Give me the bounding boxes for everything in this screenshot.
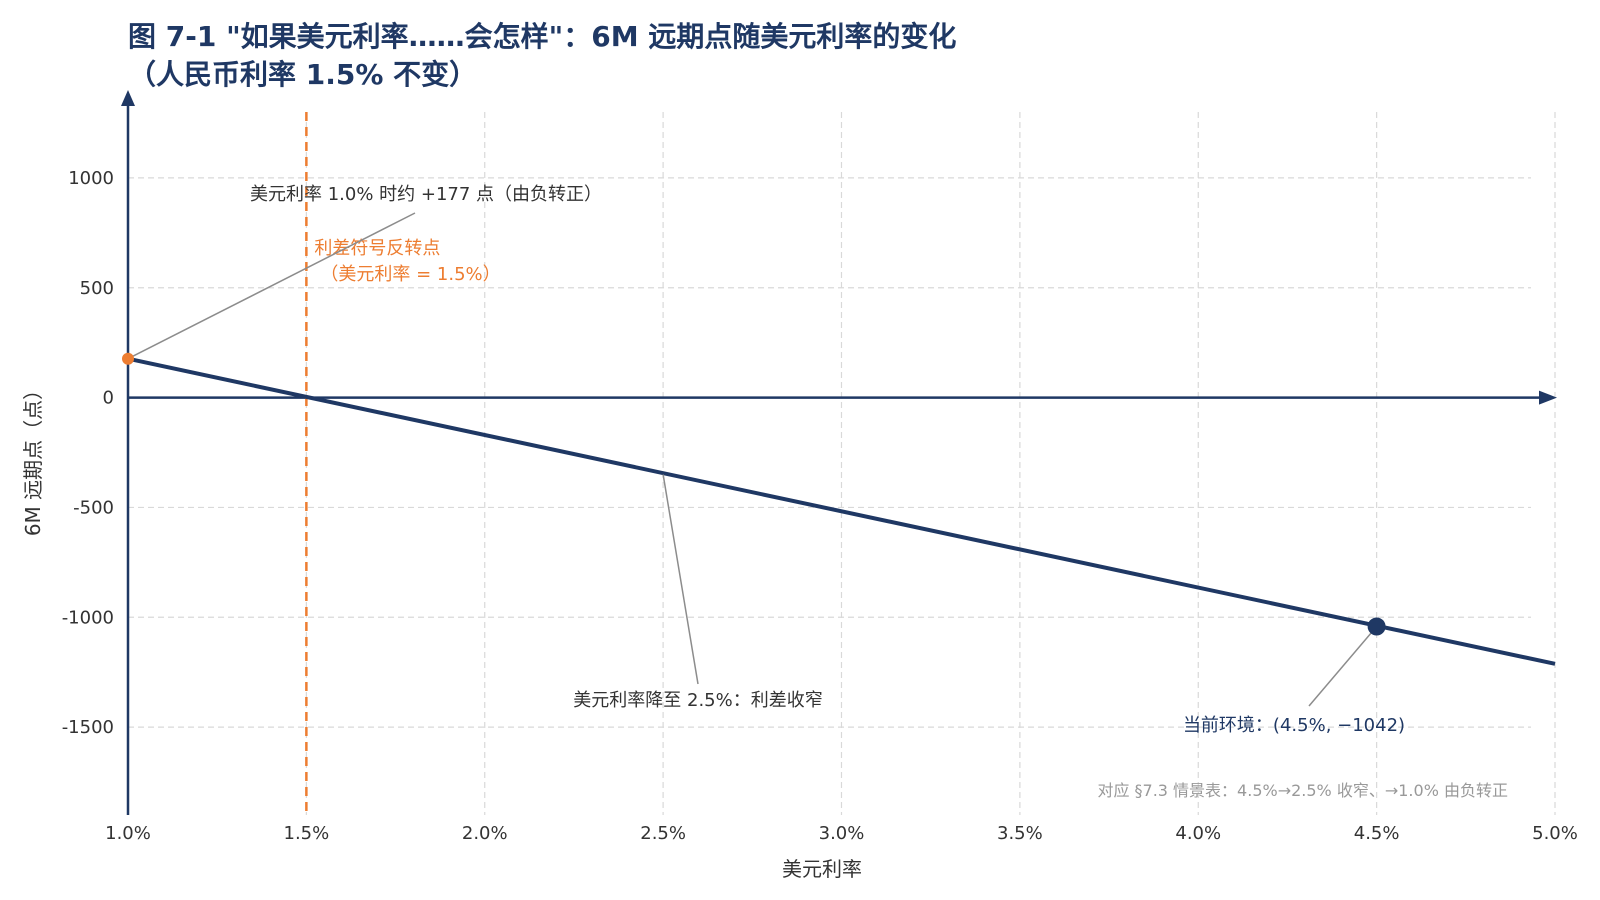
leader-line-1 (127, 212, 416, 360)
point-marker-3 (1367, 617, 1386, 636)
y-tick-label: 1000 (68, 168, 114, 189)
x-tick-label: 1.5% (284, 823, 330, 844)
x-axis-label: 美元利率 (782, 857, 862, 881)
leader-line-3 (1308, 626, 1378, 707)
chart-title-line1: 图 7-1 "如果美元利率……会怎样"：6M 远期点随美元利率的变化 (128, 20, 956, 53)
x-tick-label: 4.5% (1354, 823, 1400, 844)
point-marker-1 (122, 352, 134, 365)
x-tick-label: 1.0% (105, 823, 151, 844)
reference-label-line2: （美元利率 = 1.5%） (320, 264, 500, 285)
y-tick-label: -1500 (62, 717, 114, 738)
y-axis-arrow (121, 90, 135, 106)
tick-labels: 1.0% 1.5% 2.0% 2.5% 3.0% 3.5% 4.0% 4.5% 5.0% 1000… (62, 168, 1578, 844)
reference-label-line1: 利差符号反转点 (314, 238, 440, 259)
y-tick-label: -1000 (62, 607, 114, 628)
x-tick-label: 3.0% (819, 823, 865, 844)
grid (128, 112, 1556, 815)
x-tick-label: 2.0% (462, 823, 508, 844)
leader-line-2 (662, 474, 699, 685)
reference-line-group: 利差符号反转点 （美元利率 = 1.5%） (305, 112, 501, 815)
y-tick-label: 500 (80, 278, 114, 299)
y-axis-label: 6M 远期点（点） (21, 380, 45, 536)
y-tick-label: 0 (103, 388, 114, 409)
point-label-3: 当前环境：(4.5%, −1042) (1183, 715, 1405, 736)
chart-title-line2: （人民币利率 1.5% 不变） (128, 58, 477, 91)
y-tick-label: -500 (73, 497, 114, 518)
x-tick-label: 3.5% (997, 823, 1043, 844)
x-tick-label: 5.0% (1532, 823, 1578, 844)
x-tick-label: 2.5% (640, 823, 686, 844)
series-group (127, 356, 1556, 666)
x-tick-label: 4.0% (1175, 823, 1221, 844)
zero-axis-arrow (1539, 390, 1557, 405)
series-line (127, 356, 1556, 666)
axes (121, 90, 1557, 815)
footnote: 对应 §7.3 情景表：4.5%→2.5% 收窄、→1.0% 由负转正 (1097, 781, 1508, 800)
point-label-2: 美元利率降至 2.5%：利差收窄 (573, 690, 822, 711)
point-label-1: 美元利率 1.0% 时约 +177 点（由负转正） (250, 184, 602, 205)
annotation-group: 美元利率 1.0% 时约 +177 点（由负转正） 美元利率降至 2.5%：利差收… (122, 184, 1405, 736)
